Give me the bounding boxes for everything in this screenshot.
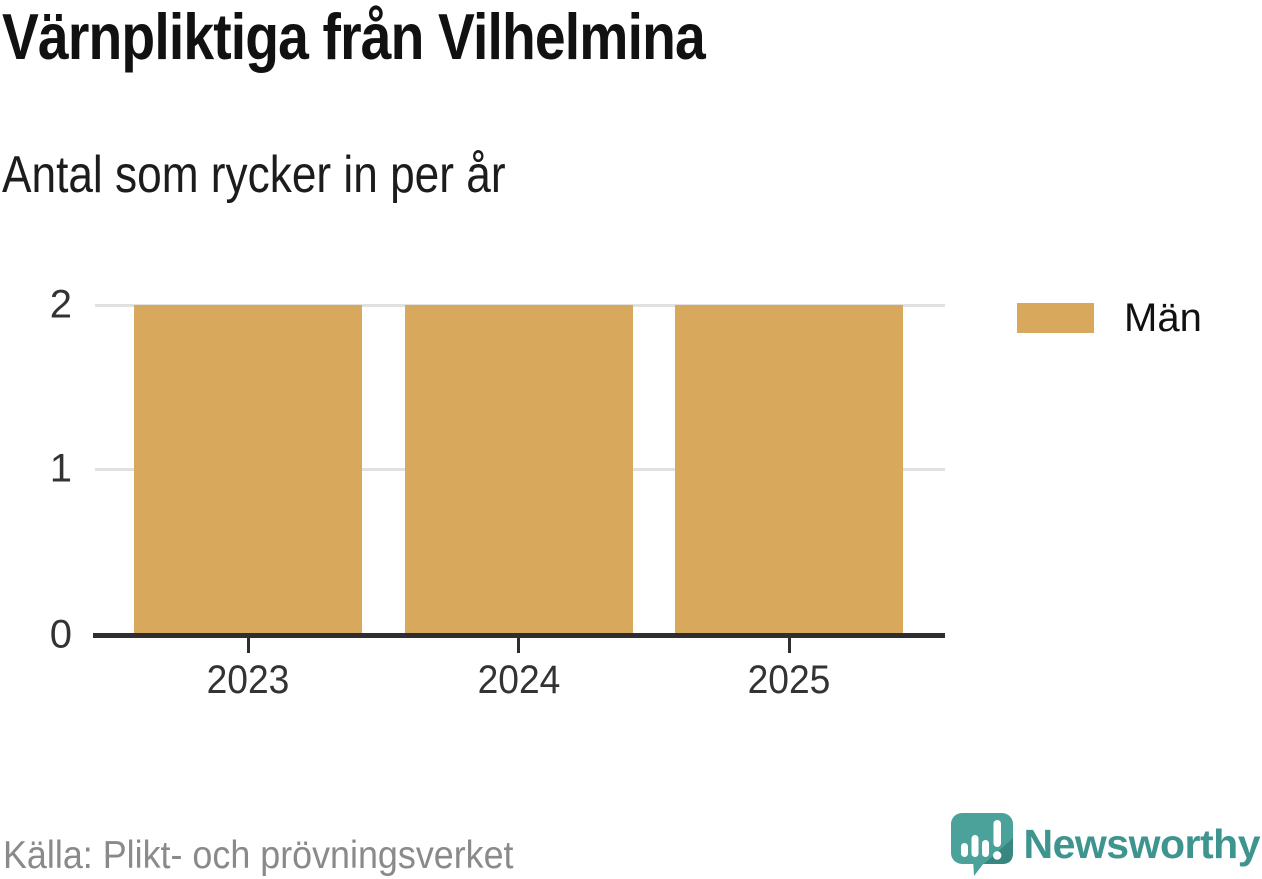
x-axis-label-2025: 2025	[747, 658, 831, 702]
y-axis-label-1: 1	[49, 446, 72, 491]
x-axis-line	[93, 633, 945, 638]
bar-2024	[404, 305, 633, 633]
y-axis-label-0: 0	[49, 612, 72, 657]
x-axis-tick-2024	[517, 638, 521, 653]
newsworthy-logo: Newsworthy	[950, 812, 1261, 877]
bar-2023	[134, 305, 363, 633]
legend-label-man: Män	[1124, 296, 1202, 340]
chart-title: Värnpliktiga från Vilhelmina	[2, 0, 706, 73]
legend: Män	[1017, 298, 1202, 338]
y-axis-label-2: 2	[49, 282, 72, 327]
bar-2025	[675, 305, 904, 633]
x-axis-tick-2025	[787, 638, 791, 653]
source-text: Källa: Plikt- och prövningsverket	[3, 834, 514, 877]
x-axis-tick-2023	[246, 638, 250, 653]
newsworthy-icon	[950, 813, 1013, 876]
chart-subtitle: Antal som rycker in per år	[2, 146, 506, 204]
newsworthy-wordmark: Newsworthy	[1023, 821, 1261, 867]
legend-swatch-man	[1017, 303, 1094, 333]
x-axis-label-2024: 2024	[477, 658, 561, 702]
x-axis-label-2023: 2023	[206, 658, 290, 702]
